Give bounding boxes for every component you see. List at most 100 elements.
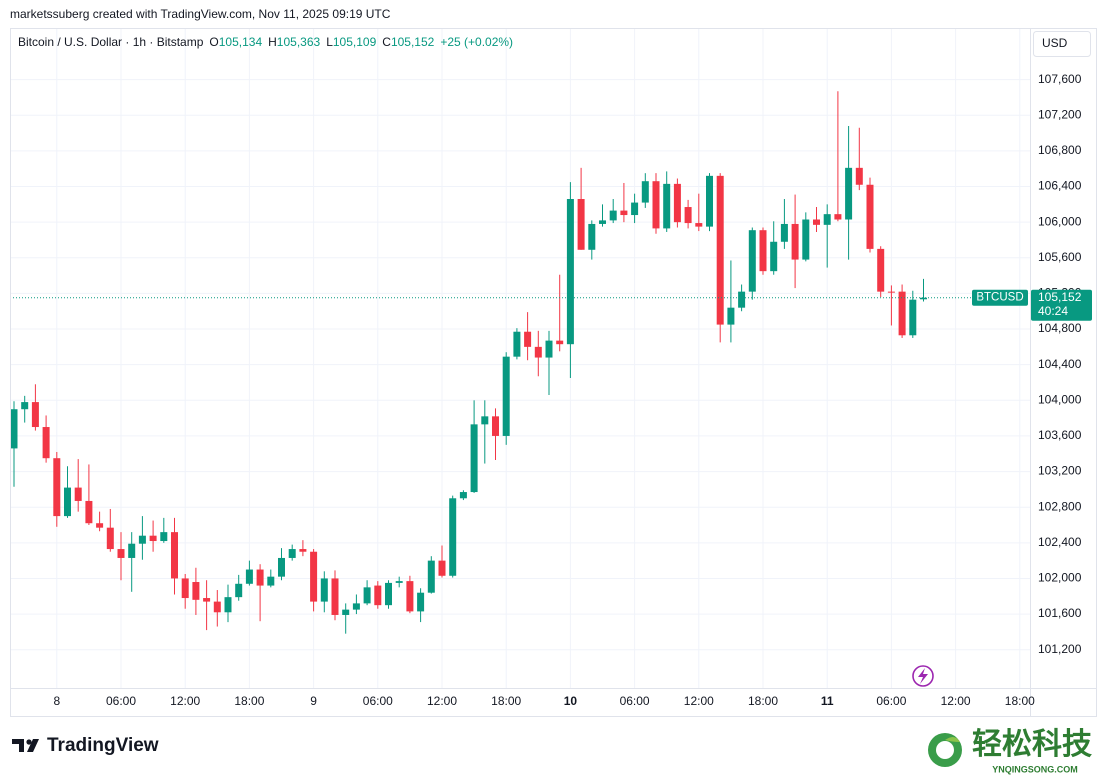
x-tick-label: 9 [310,694,317,708]
y-tick-label: 102,000 [1038,571,1082,585]
candle-body [128,543,136,558]
candle-body [588,223,596,250]
grid [10,28,1030,688]
y-tick-label: 103,600 [1038,428,1082,442]
candle-body [224,597,232,613]
candle-body [117,549,125,558]
candle-body [245,569,253,584]
byline: marketssuberg created with TradingView.c… [10,7,391,21]
candle-body [138,535,146,544]
x-tick-label: 12:00 [170,694,200,708]
candle-body [738,291,746,308]
candle-body [502,356,510,436]
candle-body [802,219,810,260]
candle-body [695,223,703,227]
x-tick-label: 10 [564,694,578,708]
candle-body [406,581,414,612]
candle-body [609,210,617,221]
ohlc-key: H [268,35,277,49]
candle-body [866,184,874,249]
candle-body [556,340,564,345]
x-tick-label: 18:00 [748,694,778,708]
candle-body [438,560,446,576]
candle-body [385,582,392,606]
candle-body [53,458,61,517]
x-tick-label: 11 [821,694,834,708]
candle-body [160,532,168,542]
candle-body [31,402,39,428]
candle-body [149,535,157,542]
symbol-title: Bitcoin / U.S. Dollar · 1h · Bitstamp [18,35,204,49]
candle-body [42,427,50,459]
candle-body [524,331,532,347]
watermark-title: 轻松科技 [972,728,1092,761]
ohlc-value: 105,152 [391,35,435,49]
candle-body [331,578,339,615]
symbol-badge [972,289,1028,306]
candle-body [192,582,200,600]
ohlc-key: O [209,35,218,49]
x-tick-label: 18:00 [491,694,521,708]
candle-body [663,183,671,229]
candle-body [641,181,649,203]
candle-body [427,560,435,593]
candle-body [342,609,350,615]
candle-body [21,402,29,410]
candle-body [96,523,104,528]
candle-body [171,532,178,579]
candle-body [395,581,403,583]
y-tick-label: 106,800 [1038,143,1082,157]
candle-body [278,557,285,577]
candle-body [417,592,425,612]
brand-name: TradingView [47,735,159,756]
candle-body [780,223,788,242]
x-tick-label: 8 [53,694,60,708]
candle-body [203,598,211,602]
change: +25 (+0.02%) [440,35,513,49]
candle-body [727,307,735,325]
candle-body [181,578,189,599]
candle-body [256,569,264,586]
candle-body [566,199,574,345]
legend-header: Bitcoin / U.S. Dollar · 1h · Bitstamp O 10… [18,35,513,49]
last-price-label: 105,152 [1038,290,1082,304]
candle-body [770,241,778,272]
candle-body [759,230,767,272]
candle-body [684,207,692,224]
price-badge [1031,289,1092,321]
candle-body [898,291,906,336]
watermark-site: YNQINGSONG.COM [992,764,1078,774]
candle-body [481,416,489,425]
y-tick-label: 102,800 [1038,499,1082,513]
y-tick-label: 101,600 [1038,606,1082,620]
x-tick-label: 12:00 [941,694,971,708]
candle-body [877,248,885,292]
candle-body [492,416,499,436]
x-tick-label: 12:00 [684,694,714,708]
x-tick-label: 06:00 [876,694,906,708]
brand-logo: TradingView [12,735,159,756]
candle-body [85,500,93,524]
candle-body [887,291,895,293]
candle-body [459,492,467,499]
candle-body [673,183,681,223]
y-tick-label: 107,600 [1038,72,1082,86]
countdown-label: 40:24 [1038,304,1068,318]
candle-body [748,230,756,292]
candle-body [267,576,275,586]
currency-button[interactable] [1033,31,1091,57]
candle-body [310,551,318,602]
candle-body [470,424,478,493]
candle-body [706,175,713,227]
candle-body [577,199,585,250]
currency-label[interactable]: USD [1042,36,1068,50]
candle-body [10,409,18,449]
candle-body [909,299,917,336]
x-tick-label: 18:00 [234,694,264,708]
candle-body [599,220,606,224]
x-tick-label: 12:00 [427,694,457,708]
candle-body [213,601,221,613]
candle-body [288,549,296,558]
